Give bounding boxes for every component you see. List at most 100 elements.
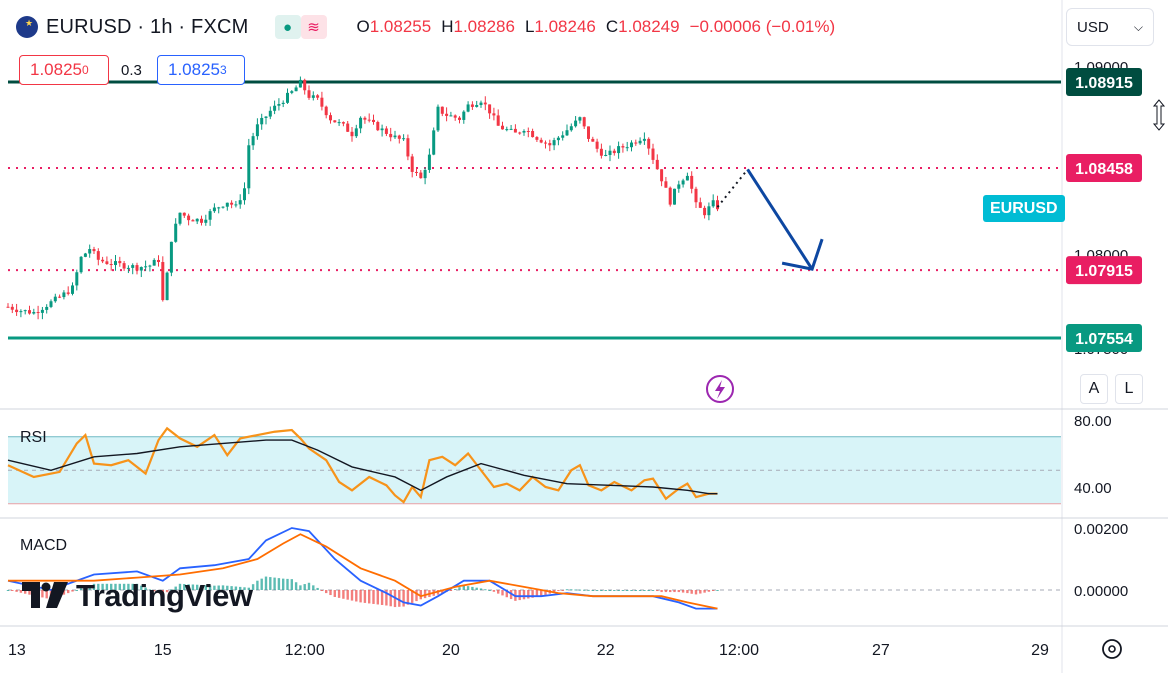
macd-histogram-bar	[376, 590, 379, 605]
macd-histogram-bar	[251, 584, 255, 590]
candle-body	[204, 219, 208, 223]
rsi-signal-line[interactable]	[7, 439, 718, 495]
macd-histogram-bar	[127, 583, 130, 590]
candle-body	[62, 292, 66, 298]
macd-histogram-bar	[419, 590, 422, 600]
buy-quote-button[interactable]: 1.0825 3	[157, 55, 245, 85]
macd-histogram-bar	[522, 590, 526, 600]
macd-histogram-bar	[101, 583, 104, 590]
price-level-badge	[1066, 68, 1142, 96]
candle-body	[191, 220, 195, 222]
lightning-icon-bolt	[715, 380, 725, 399]
buy-price: 1.0825	[168, 60, 220, 79]
candle-body	[642, 138, 646, 141]
macd-histogram-bar	[299, 585, 302, 590]
lightning-icon[interactable]	[706, 375, 734, 403]
candle-body	[157, 259, 160, 263]
macd-histogram-bar	[122, 583, 126, 590]
macd-histogram-bar	[307, 582, 311, 590]
macd-histogram-bar	[256, 580, 259, 590]
macd-histogram-bar	[148, 589, 152, 591]
candle-body	[169, 241, 173, 273]
macd-histogram-bar	[273, 577, 276, 590]
macd-histogram-bar	[131, 583, 134, 590]
price-level-badge	[1066, 324, 1142, 352]
macd-histogram-bar	[303, 584, 306, 590]
rsi-band	[8, 436, 1061, 504]
candle-body	[217, 207, 221, 209]
candle-body	[475, 105, 479, 107]
candle-body	[569, 126, 573, 131]
projection-dotted-line[interactable]	[716, 168, 749, 208]
macd-histogram-bar	[716, 590, 719, 591]
candle-body	[320, 97, 324, 107]
buy-price-pip: 3	[220, 63, 227, 77]
macd-histogram-bar	[389, 590, 392, 607]
macd-histogram-bar	[282, 578, 285, 590]
spread-value: 0.3	[121, 55, 142, 85]
candle-body	[423, 169, 427, 179]
candle-body	[664, 181, 668, 188]
macd-histogram-bar	[19, 590, 23, 593]
high-key: H	[441, 17, 454, 36]
candle-body	[277, 103, 281, 106]
candle-body	[28, 310, 31, 314]
price-level-label: 1.08458	[1075, 161, 1133, 178]
log-scale-button[interactable]: L	[1115, 374, 1143, 404]
symbol-tag: EURUSD	[983, 195, 1065, 222]
resize-handle-icon[interactable]	[1152, 99, 1166, 131]
market-open-icon[interactable]: ●	[274, 15, 301, 39]
candle-body	[681, 180, 685, 185]
candle-body	[548, 143, 552, 146]
candle-body	[122, 263, 126, 269]
macd-histogram-bar	[385, 590, 388, 606]
auto-scale-button[interactable]: A	[1080, 374, 1108, 404]
price-level-badge	[1066, 256, 1142, 285]
macd-histogram-bar	[656, 590, 659, 592]
time-axis-label: 20	[442, 642, 460, 659]
candle-body	[513, 128, 517, 133]
sell-quote-button[interactable]: 1.0825 0	[19, 55, 109, 85]
macd-histogram-bar	[604, 590, 607, 591]
macd-axis-label: 0.00200	[1074, 521, 1128, 538]
macd-histogram-bar	[337, 590, 341, 598]
candle-body	[531, 131, 535, 138]
data-feed-icon[interactable]: ≋	[300, 15, 327, 39]
macd-histogram-bar	[15, 590, 18, 592]
macd-histogram-bar	[712, 590, 715, 591]
candle-body	[88, 249, 92, 254]
tradingview-logo-icon	[22, 582, 68, 608]
candle-body	[518, 132, 522, 134]
macd-histogram-bar	[647, 590, 650, 591]
macd-histogram-bar	[561, 590, 564, 591]
time-axis-label: 12:00	[719, 642, 759, 659]
macd-histogram-bar	[660, 590, 663, 593]
candle-body	[501, 125, 504, 130]
settings-gear-icon[interactable]	[1102, 639, 1122, 659]
macd-histogram-bar	[217, 585, 220, 590]
rsi-axis-label: 40.00	[1074, 480, 1112, 497]
candle-body	[376, 122, 380, 131]
candle-body	[290, 91, 294, 93]
currency-select[interactable]: USD ⌵	[1066, 8, 1154, 46]
candle-body	[630, 142, 633, 148]
candle-body	[470, 104, 474, 107]
macd-histogram-bar	[342, 590, 345, 599]
candle-body	[208, 211, 212, 220]
macd-histogram-bar	[88, 585, 91, 590]
candle-body	[526, 131, 530, 133]
candle-body	[419, 172, 423, 179]
projection-arrow-shaft[interactable]	[746, 168, 814, 270]
candle-body	[6, 306, 10, 308]
macd-histogram-bar	[686, 590, 689, 594]
macd-signal-line[interactable]	[8, 533, 718, 610]
symbol-title[interactable]: EURUSD · 1h · FXCM	[46, 15, 249, 38]
projection-arrow-head[interactable]	[781, 238, 824, 271]
rsi-rsi-line[interactable]	[7, 426, 718, 504]
macd-histogram-bar	[247, 587, 250, 590]
macd-axis-label: 0.00000	[1074, 583, 1128, 600]
candle-body	[286, 92, 289, 103]
sell-price: 1.0825	[30, 60, 82, 79]
macd-histogram-bar	[350, 590, 354, 601]
